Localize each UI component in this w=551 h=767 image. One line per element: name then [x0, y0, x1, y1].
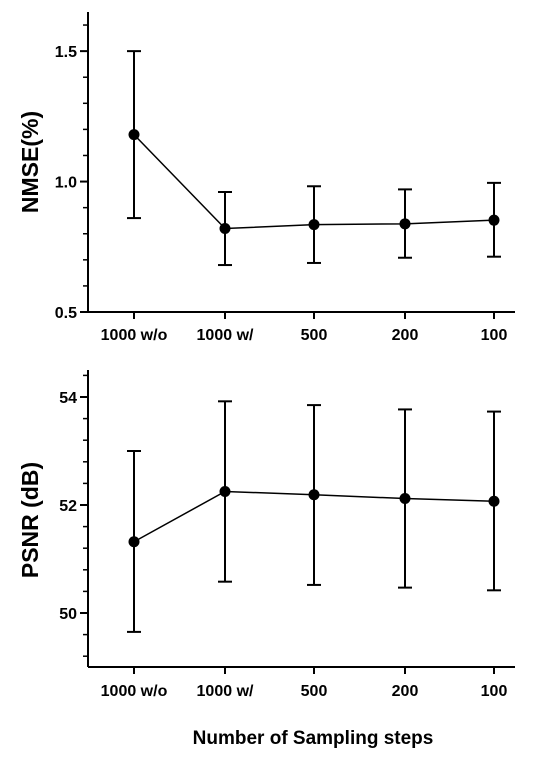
nmse-panel: 0.5 1.0 1.5 1000 w/o 1000 w/500 200 100 NMSE(%): [17, 12, 515, 344]
x-tick-label: 500: [301, 327, 328, 344]
data-point: [219, 223, 231, 235]
y-tick-label: 52: [59, 498, 77, 515]
x-tick-label: 100: [481, 683, 508, 700]
psnr-panel: 50 52 54 1000 w/o 1000 w/500 200 100 PSNR (dB): [17, 370, 515, 700]
x-axis-title: Number of Sampling steps: [193, 728, 434, 749]
y-axis-title: NMSE(%): [17, 111, 43, 213]
data-point: [488, 214, 500, 226]
x-tick-label: 1000 w/: [197, 683, 254, 700]
x-tick-label: 200: [392, 327, 419, 344]
data-point: [128, 129, 140, 141]
y-tick-label: 1.5: [55, 44, 77, 61]
y-tick-label: 50: [59, 606, 77, 623]
x-tick-label: 100: [481, 327, 508, 344]
y-tick-label: 54: [59, 390, 77, 407]
data-point: [488, 495, 500, 507]
data-point: [128, 536, 140, 548]
x-tick-label: 200: [392, 683, 419, 700]
y-tick-label: 1.0: [55, 175, 77, 192]
y-tick-label: 0.5: [55, 305, 77, 322]
data-point: [308, 219, 320, 231]
x-tick-label: 500: [301, 683, 328, 700]
data-point: [399, 218, 411, 230]
x-tick-label: 1000 w/o: [101, 327, 168, 344]
data-point: [219, 486, 231, 497]
x-tick-label: 1000 w/o: [101, 683, 168, 700]
data-point: [399, 493, 411, 505]
data-point: [308, 489, 320, 501]
y-axis-title: PSNR (dB): [17, 462, 43, 578]
x-tick-label: 1000 w/: [197, 327, 254, 344]
